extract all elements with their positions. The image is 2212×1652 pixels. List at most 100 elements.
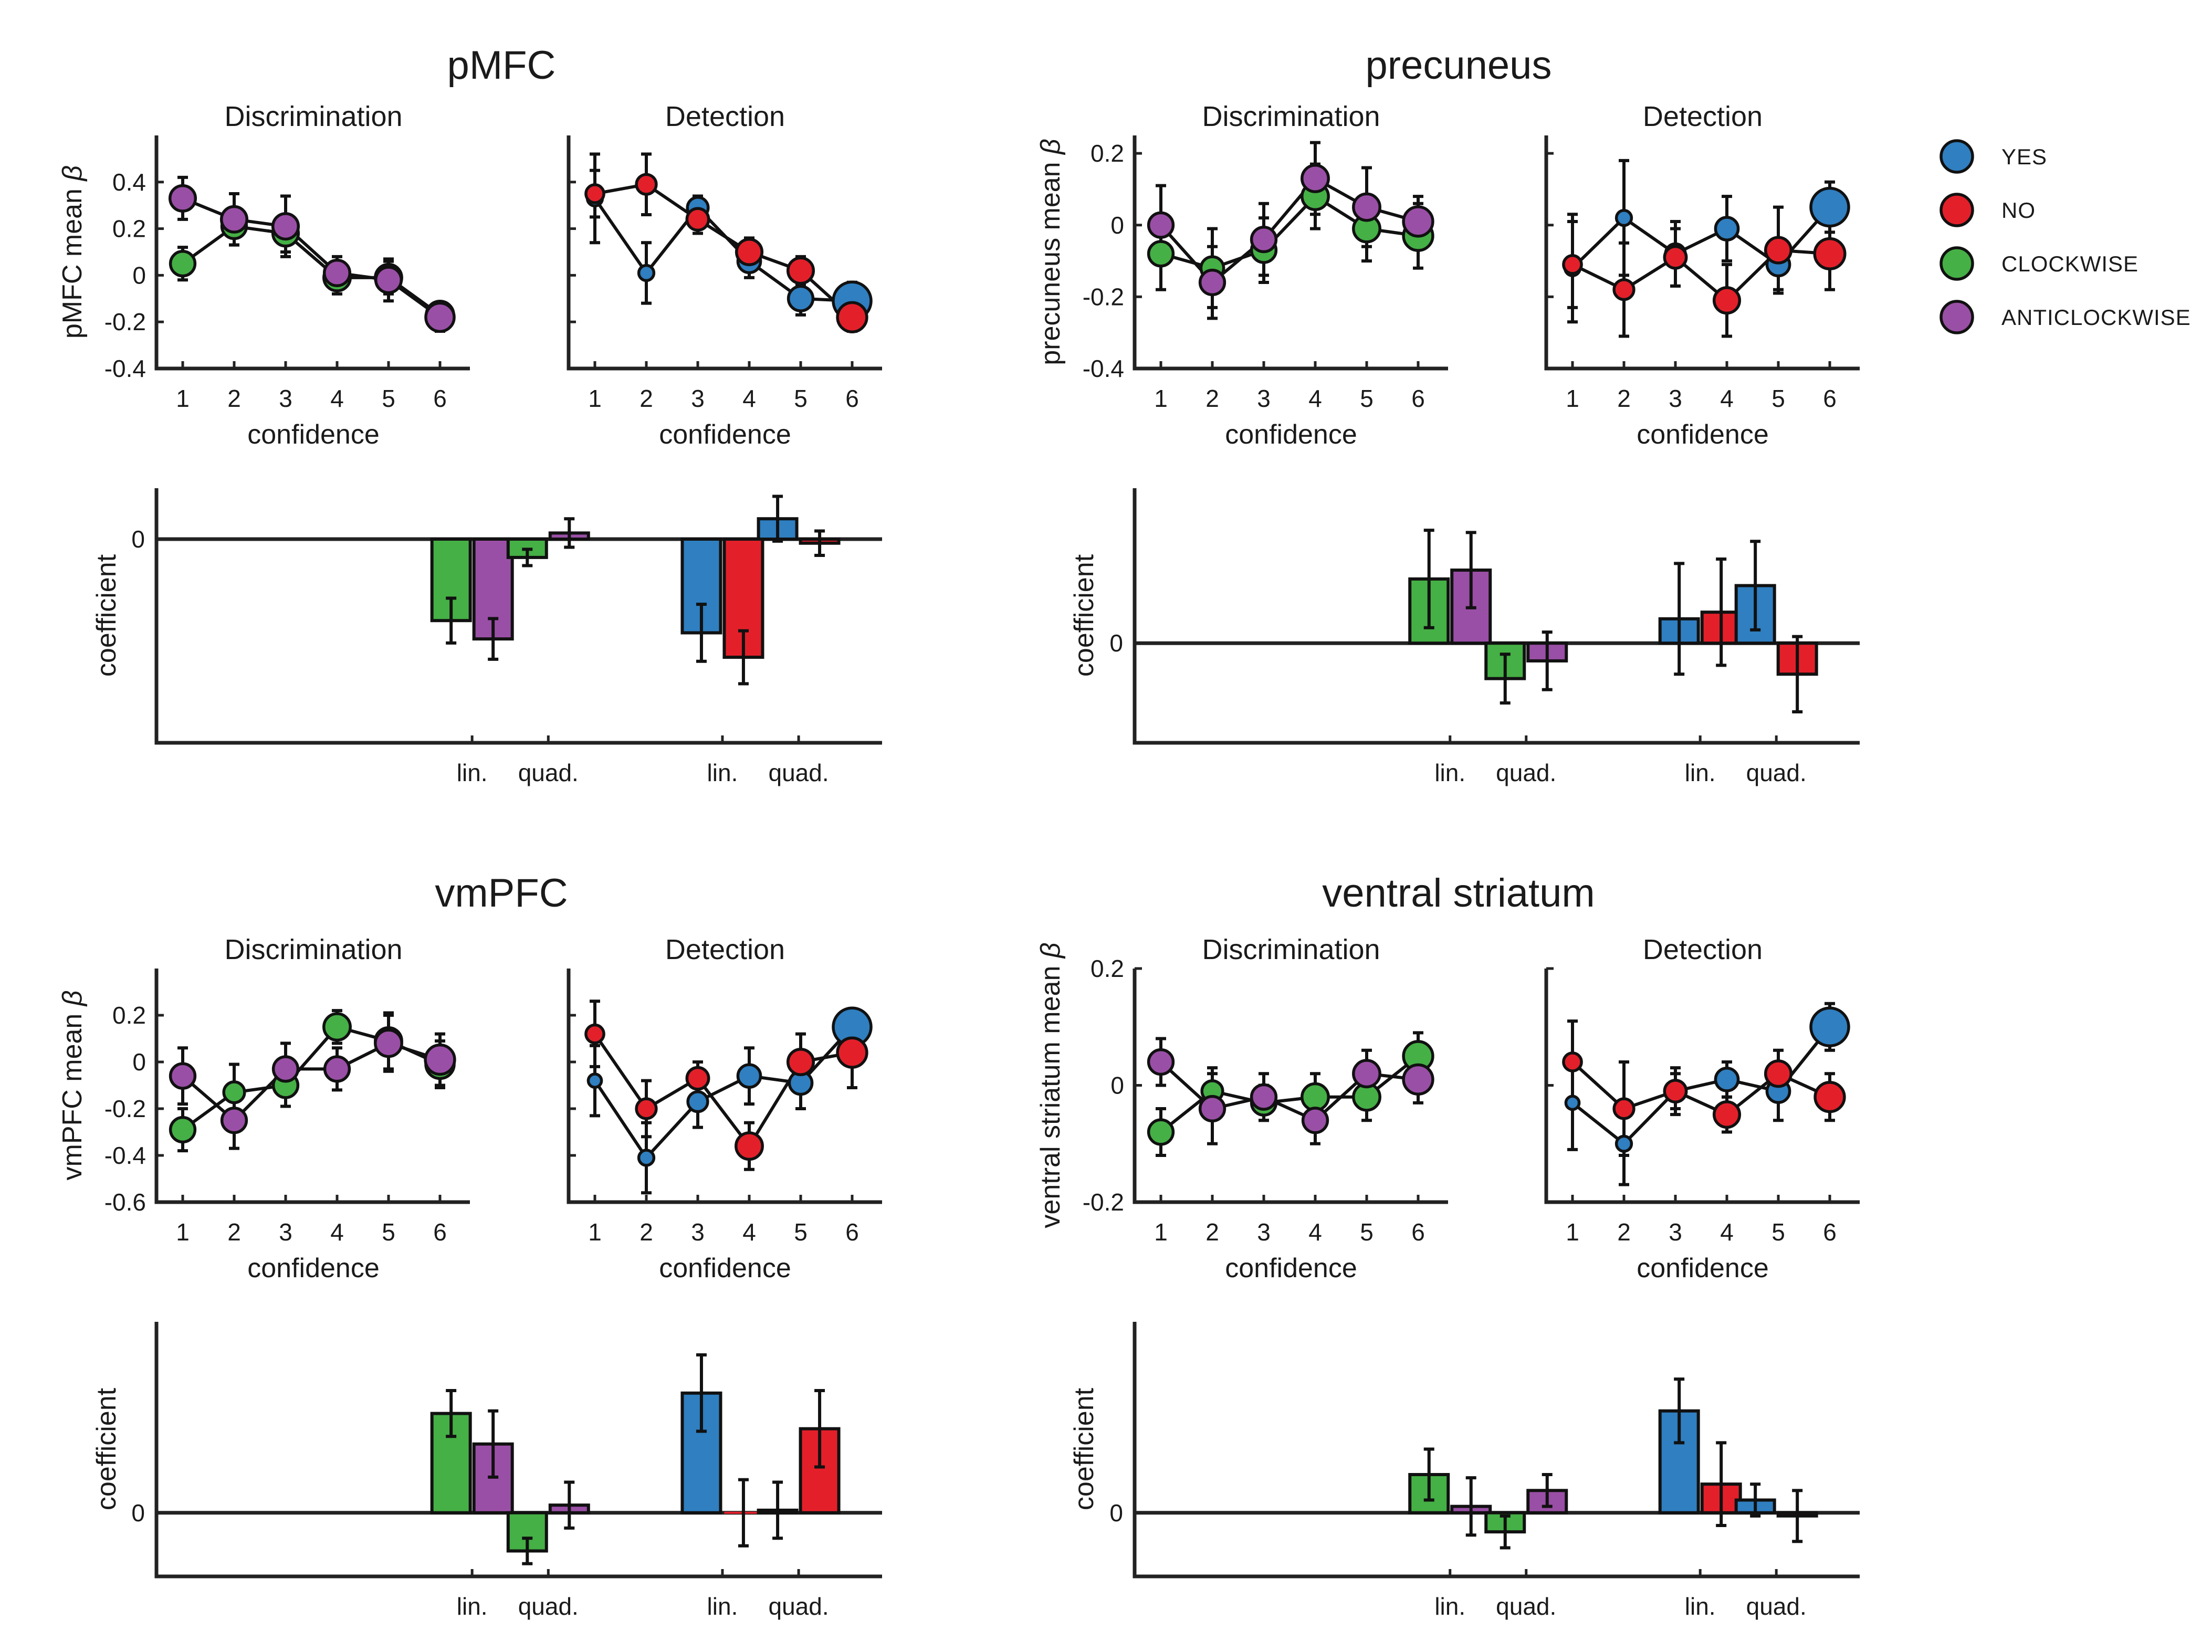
group-label: quad. bbox=[1746, 1593, 1807, 1620]
y-axis-label: precuneus mean β bbox=[1035, 139, 1066, 365]
x-tick-label: 4 bbox=[1720, 385, 1734, 412]
data-point-anticlockwise bbox=[169, 1062, 197, 1090]
bar-axes bbox=[1133, 488, 1860, 745]
panel-axes bbox=[1133, 969, 1448, 1204]
x-tick-label: 2 bbox=[1617, 1218, 1631, 1246]
legend-swatch-anticlockwise bbox=[1940, 300, 1974, 334]
panel-title: Detection bbox=[665, 934, 785, 965]
bar-error bbox=[696, 603, 707, 663]
data-point-yes bbox=[1809, 1006, 1850, 1047]
x-tick-label: 5 bbox=[1771, 385, 1785, 412]
y-axis-label: ventral striatum mean β bbox=[1035, 942, 1066, 1228]
x-tick-label: 1 bbox=[1566, 385, 1579, 412]
x-tick-label: 1 bbox=[1566, 1218, 1579, 1246]
x-tick-label: 2 bbox=[1617, 385, 1631, 412]
x-tick-label: 3 bbox=[1669, 385, 1682, 412]
series-line-yes bbox=[1571, 1026, 1831, 1146]
bar-error bbox=[446, 1388, 457, 1438]
data-point-yes bbox=[1564, 1095, 1581, 1111]
y-tick-label: -0.4 bbox=[104, 355, 146, 382]
x-axis-label: confidence bbox=[1225, 419, 1357, 450]
y-axis-label-text: ventral striatum mean bbox=[1035, 958, 1066, 1228]
coefficient-bar-panel: 0 coefficient lin. quad. lin. quad. bbox=[1069, 488, 1860, 786]
data-point-anticlockwise bbox=[271, 212, 300, 241]
data-point-clockwise bbox=[169, 250, 197, 278]
bar-yes bbox=[1658, 1409, 1700, 1514]
bar-error bbox=[1423, 1447, 1434, 1502]
legend-label: YES bbox=[2001, 144, 2047, 169]
data-point-yes bbox=[637, 1149, 656, 1167]
data-point-anticlockwise bbox=[271, 1055, 300, 1083]
y-tick-label: 0 bbox=[131, 525, 145, 553]
x-tick-label: 6 bbox=[433, 385, 447, 412]
series-line-yes bbox=[1571, 206, 1831, 269]
data-point-no bbox=[1612, 1097, 1636, 1120]
group-label: lin. bbox=[457, 759, 488, 786]
group-label: quad. bbox=[518, 1593, 579, 1620]
y-axis-label: coefficient bbox=[1069, 1387, 1099, 1510]
coefficient-bar-panel: 0 coefficient lin. quad. lin. quad. bbox=[91, 1322, 882, 1620]
x-tick-label: 2 bbox=[1205, 385, 1219, 412]
y-tick-label: 0 bbox=[1109, 1499, 1123, 1527]
data-point-yes bbox=[787, 285, 815, 312]
y-axis-label: vmPFC mean β bbox=[57, 990, 88, 1180]
data-point-no bbox=[735, 237, 764, 267]
data-point-clockwise bbox=[1301, 1082, 1330, 1112]
data-point-anticlockwise bbox=[1352, 192, 1381, 222]
group-label: quad. bbox=[1496, 759, 1556, 786]
x-axis-label: confidence bbox=[1637, 419, 1769, 450]
data-point-no bbox=[786, 256, 815, 285]
bar-error bbox=[1716, 557, 1727, 667]
x-axis-label: confidence bbox=[659, 419, 791, 450]
bar-error bbox=[1465, 1476, 1476, 1537]
group-label: quad. bbox=[1496, 1593, 1556, 1620]
data-point-anticlockwise bbox=[424, 1043, 456, 1076]
y-axis-label: pMFC mean β bbox=[57, 165, 88, 339]
x-axis-label: confidence bbox=[1225, 1253, 1357, 1283]
data-point-yes bbox=[686, 1090, 709, 1113]
panel-title: Discrimination bbox=[224, 934, 402, 965]
coefficient-bar-panel: 0 coefficient lin. quad. lin. quad. bbox=[1069, 1322, 1860, 1620]
panel-title: Discrimination bbox=[1202, 101, 1380, 132]
y-tick-label: 0.2 bbox=[1091, 955, 1124, 982]
x-tick-label: 5 bbox=[382, 385, 395, 412]
group-label: quad. bbox=[769, 759, 829, 786]
data-point-clockwise bbox=[222, 1080, 246, 1104]
x-tick-label: 5 bbox=[794, 385, 808, 412]
bar-error bbox=[446, 596, 457, 645]
y-tick-label: 0 bbox=[132, 261, 146, 289]
line-panel-detection: Detection 1 2 3 4 5 6 confidence bbox=[1544, 934, 1860, 1283]
panel-title: Detection bbox=[665, 101, 785, 132]
x-tick-label: 3 bbox=[279, 385, 292, 412]
data-point-clockwise bbox=[1147, 1118, 1175, 1146]
group-label: lin. bbox=[1434, 759, 1465, 786]
series-line-no bbox=[1571, 248, 1830, 303]
group-label: lin. bbox=[1434, 1593, 1465, 1620]
group-label: lin. bbox=[457, 1593, 488, 1620]
y-axis-label: coefficient bbox=[91, 554, 122, 677]
x-tick-label: 1 bbox=[1154, 1218, 1168, 1246]
x-tick-label: 1 bbox=[588, 1218, 602, 1246]
data-point-no bbox=[1612, 278, 1636, 301]
data-point-clockwise bbox=[169, 1116, 197, 1144]
x-tick-label: 1 bbox=[176, 1218, 190, 1246]
x-tick-label: 3 bbox=[691, 1218, 705, 1246]
data-point-no bbox=[584, 183, 605, 204]
x-tick-label: 4 bbox=[742, 385, 756, 412]
x-tick-label: 3 bbox=[1257, 385, 1271, 412]
y-tick-label: -0.2 bbox=[104, 308, 146, 335]
data-point-anticlockwise bbox=[220, 1107, 248, 1134]
bar-error bbox=[1500, 653, 1511, 705]
data-point-anticlockwise bbox=[424, 301, 456, 333]
panel-title: Detection bbox=[1643, 934, 1763, 965]
bar-error bbox=[1792, 635, 1803, 713]
y-axis-label-text: pMFC mean bbox=[57, 181, 88, 339]
bar-error bbox=[488, 617, 499, 661]
y-tick-label: 0 bbox=[1110, 212, 1124, 239]
x-tick-label: 2 bbox=[640, 1218, 653, 1246]
y-tick-label: 0 bbox=[131, 1499, 145, 1527]
line-panel-detection: Detection 1 2 3 4 5 6 confidence bbox=[1544, 101, 1860, 450]
y-tick-label: -0.2 bbox=[104, 1095, 146, 1122]
data-point-anticlockwise bbox=[1250, 1083, 1278, 1111]
data-point-no bbox=[1663, 245, 1688, 270]
